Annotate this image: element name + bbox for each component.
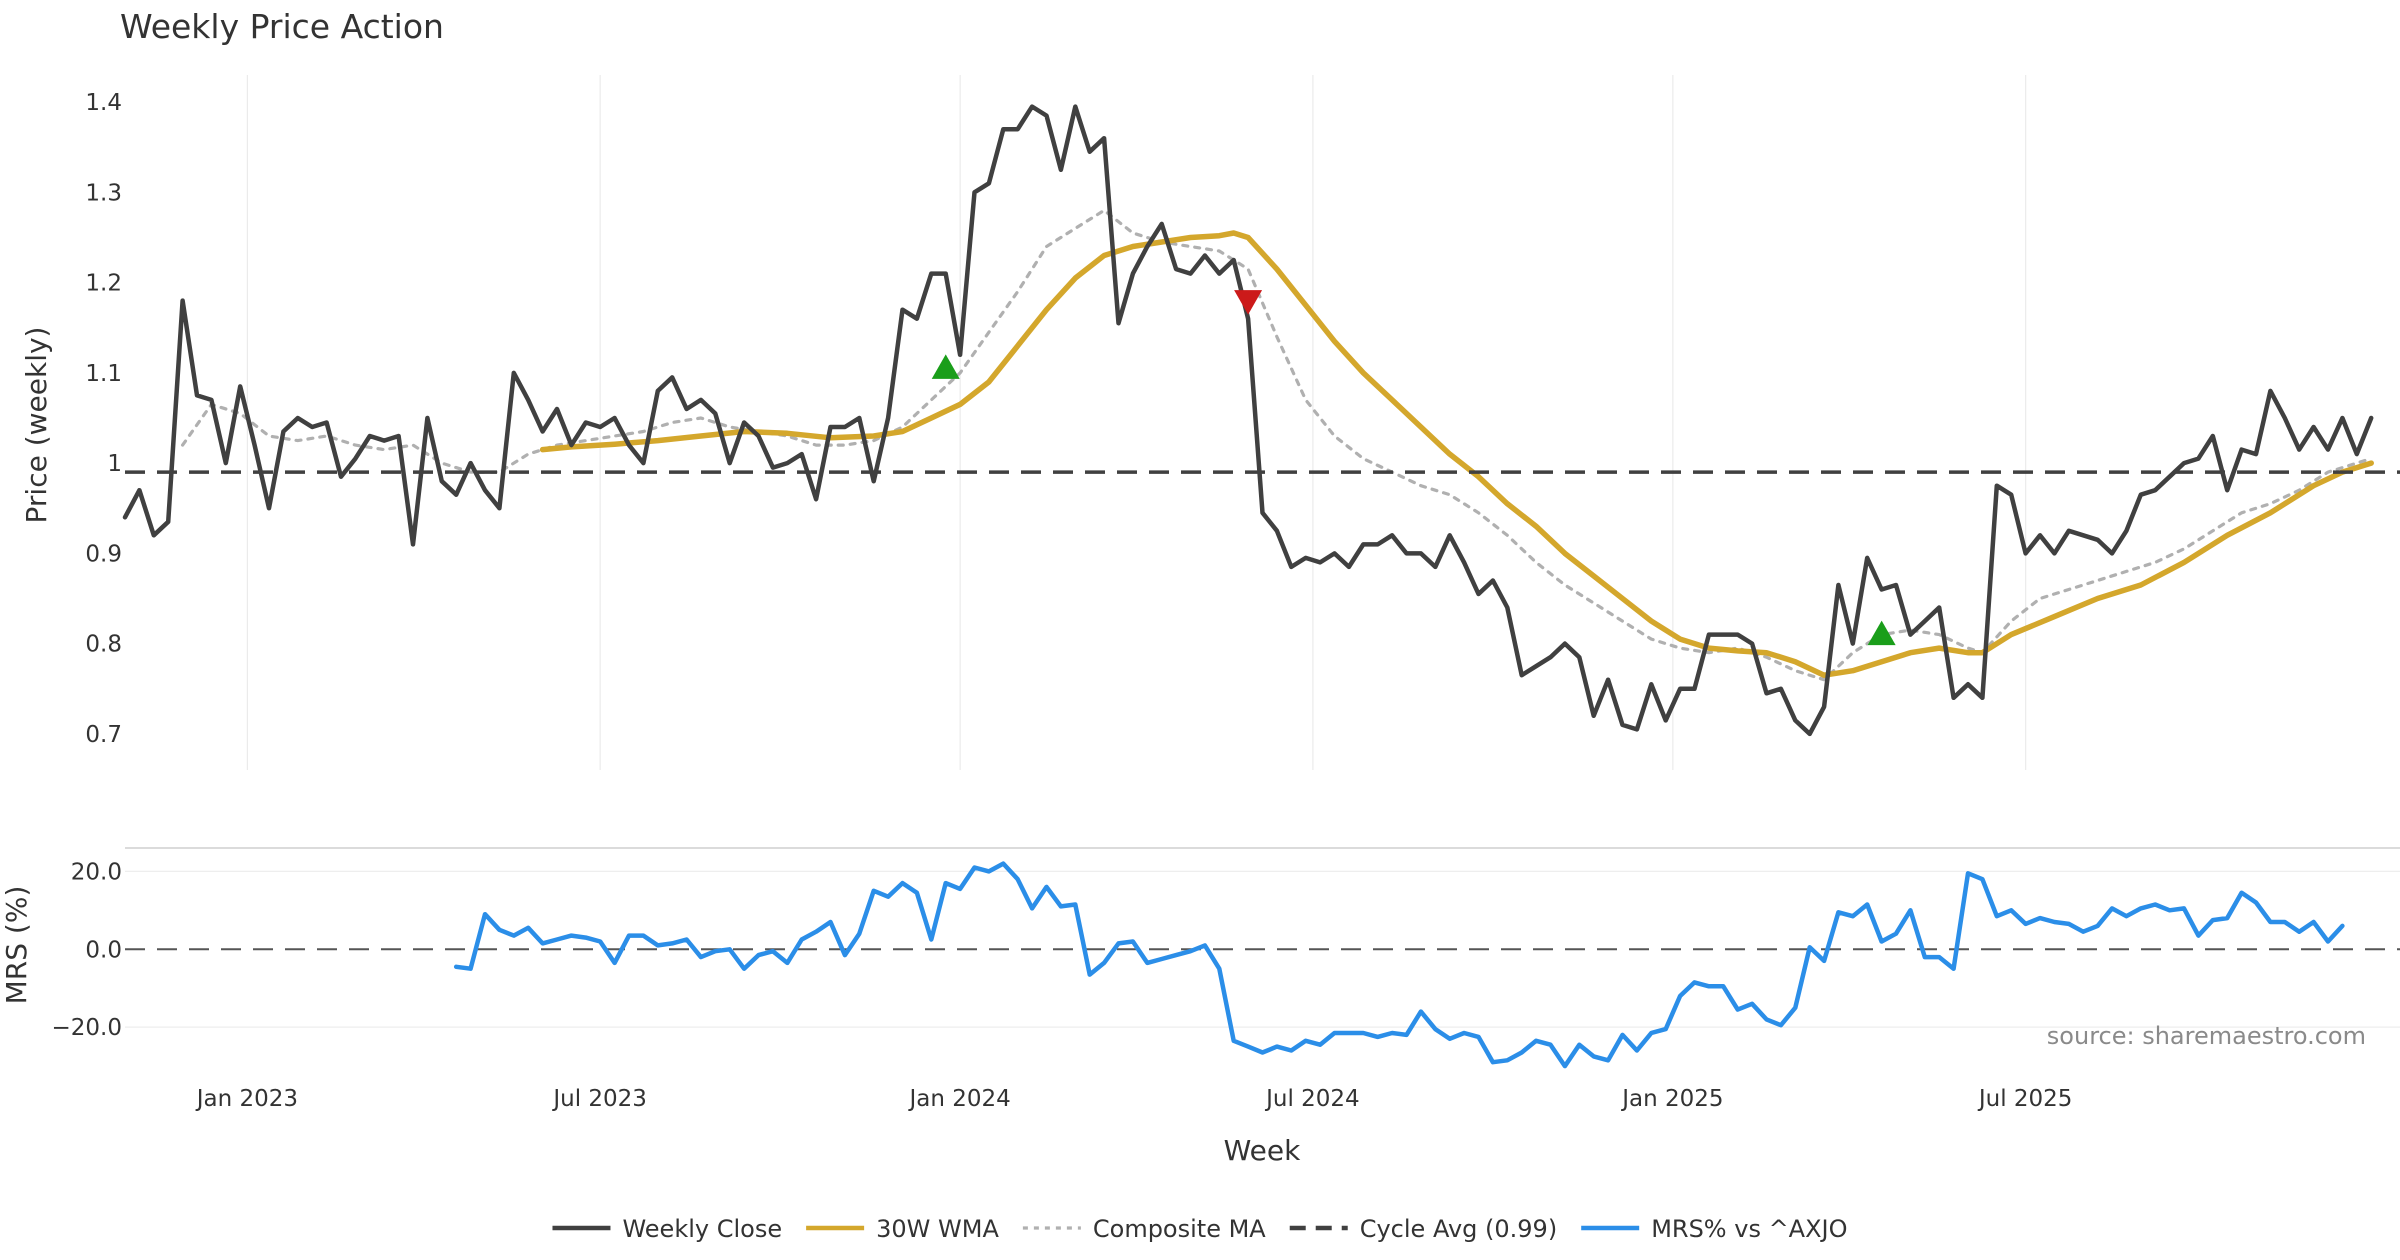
- series-30w-wma-line: [539, 230, 2374, 678]
- price-y-tick-label: 1.1: [85, 361, 122, 387]
- mrs-y-axis-title: MRS (%): [0, 886, 33, 1005]
- price-y-tick-label: 1.2: [85, 271, 122, 297]
- x-axis: Jan 2023 Jul 2023 Jan 2024 Jul 2024 Jan 2025…: [195, 1086, 2073, 1112]
- series-weekly-close-line: [122, 104, 2374, 737]
- legend-label: MRS% vs ^AXJO: [1651, 1215, 1847, 1243]
- price-y-tick-label: 1.3: [85, 180, 122, 206]
- legend-label: Cycle Avg (0.99): [1360, 1215, 1557, 1243]
- vertical-grid: [246, 75, 2027, 770]
- x-tick-label: Jan 2024: [907, 1086, 1010, 1112]
- series-composite-ma-line: [181, 208, 2373, 682]
- buy-signal-marker-2: [1867, 620, 1896, 646]
- legend-label: 30W WMA: [876, 1215, 999, 1243]
- price-y-tick-label: 0.8: [85, 632, 122, 658]
- legend: Weekly Close 30W WMA Composite MA Cycle Avg…: [552, 1215, 1848, 1243]
- x-axis-title: Week: [1224, 1134, 1301, 1167]
- x-tick-label: Jan 2023: [195, 1086, 298, 1112]
- price-y-tick-label: 1: [107, 451, 122, 477]
- sell-signal-marker-1: [1234, 290, 1263, 315]
- mrs-y-tick-label: −20.0: [52, 1015, 122, 1041]
- x-tick-label: Jan 2025: [1620, 1086, 1723, 1112]
- mrs-y-tick-label: 20.0: [71, 859, 122, 885]
- source-annotation: source: sharemaestro.com: [2047, 1022, 2366, 1050]
- mrs-panel: 20.0 0.0 −20.0: [52, 847, 2400, 1069]
- price-y-tick-label: 0.7: [85, 722, 122, 748]
- price-y-tick-label: 1.4: [85, 90, 122, 116]
- x-tick-label: Jul 2023: [551, 1086, 647, 1112]
- legend-label: Composite MA: [1093, 1215, 1266, 1243]
- price-y-axis-title: Price (weekly): [20, 327, 53, 524]
- price-panel: 0.7 0.8 0.9 1 1.1 1.2 1.3 1.4: [85, 90, 2400, 748]
- x-tick-label: Jul 2024: [1264, 1086, 1360, 1112]
- legend-label: Weekly Close: [622, 1215, 782, 1243]
- buy-signal-marker-0: [931, 354, 960, 379]
- mrs-y-tick-label: 0.0: [85, 937, 122, 963]
- price-y-tick-label: 0.9: [85, 541, 122, 567]
- series-mrs-line: [453, 861, 2345, 1069]
- chart-title: Weekly Price Action: [120, 7, 444, 46]
- x-tick-label: Jul 2025: [1977, 1086, 2073, 1112]
